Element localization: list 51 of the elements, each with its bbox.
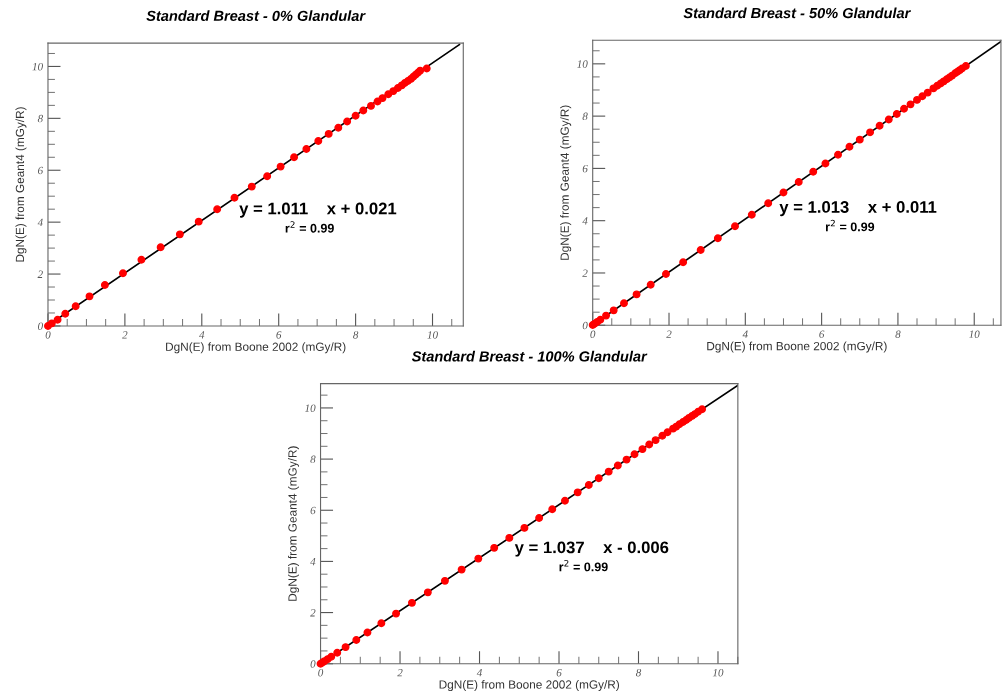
y-tick-label: 4: [310, 557, 316, 566]
y-tick-label: 6: [582, 164, 588, 173]
x-tick-label: 6: [556, 668, 562, 677]
x-axis-title: DgN(E) from Boone 2002 (mGy/R): [707, 341, 887, 353]
x-tick-label: 0: [318, 668, 324, 677]
x-tick-label: 2: [397, 668, 403, 677]
x-axis-title: DgN(E) from Boone 2002 (mGy/R): [439, 680, 620, 692]
annotation: r$^{2}$ = 0.99: [559, 559, 608, 572]
y-tick-label: 6: [38, 166, 44, 175]
annotation: r$^{2}$ = 0.99: [285, 221, 334, 233]
annotation: r$^{2}$ = 0.99: [825, 219, 875, 232]
y-tick-label: 4: [37, 218, 43, 227]
x-tick-label: 6: [819, 330, 825, 338]
chart-title: Standard Breast - 100% Glandular: [411, 350, 648, 362]
x-tick-label: 8: [353, 331, 359, 339]
y-tick-label: 0: [310, 660, 316, 668]
y-tick-label: 2: [310, 609, 316, 617]
y-tick-label: 2: [37, 270, 43, 278]
x-tick-label: 2: [666, 330, 672, 338]
y-tick-label: 4: [582, 217, 588, 225]
y-tick-label: 6: [310, 506, 316, 515]
x-tick-label: 10: [712, 668, 724, 677]
chart-title: Standard Breast - 50% Glandular: [683, 7, 911, 19]
annotation: y = 1.037 x - 0.006: [514, 541, 669, 557]
y-axis-title: DgN(E) from Geant4 (mGy/R): [288, 446, 300, 601]
x-tick-label: 10: [969, 330, 980, 338]
x-tick-label: 8: [895, 330, 901, 338]
y-tick-label: 2: [582, 269, 588, 277]
x-tick-label: 0: [45, 331, 51, 339]
y-tick-label: 10: [304, 404, 316, 412]
x-tick-label: 4: [199, 331, 205, 339]
x-tick-label: 4: [742, 330, 748, 338]
y-tick-label: 10: [577, 60, 588, 68]
annotation: y = 1.013 x + 0.011: [779, 201, 937, 217]
y-tick-label: 8: [310, 455, 316, 464]
x-tick-label: 0: [590, 330, 596, 338]
x-tick-label: 2: [122, 331, 128, 339]
annotation: y = 1.011 x + 0.021: [239, 202, 397, 218]
chart-title: Standard Breast - 0% Glandular: [146, 10, 366, 22]
x-tick-label: 6: [276, 331, 282, 339]
y-tick-label: 8: [37, 114, 43, 123]
y-axis-title: DgN(E) from Geant4 (mGy/R): [15, 107, 27, 262]
x-tick-label: 8: [635, 668, 642, 677]
x-tick-label: 4: [476, 668, 483, 677]
y-axis-title: DgN(E) from Geant4 (mGy/R): [560, 105, 572, 260]
y-tick-label: 0: [582, 321, 588, 330]
y-tick-label: 10: [32, 62, 43, 71]
x-axis-title: DgN(E) from Boone 2002 (mGy/R): [166, 342, 346, 354]
y-tick-label: 8: [582, 112, 588, 121]
x-tick-label: 10: [427, 331, 438, 339]
y-tick-label: 0: [37, 322, 43, 330]
